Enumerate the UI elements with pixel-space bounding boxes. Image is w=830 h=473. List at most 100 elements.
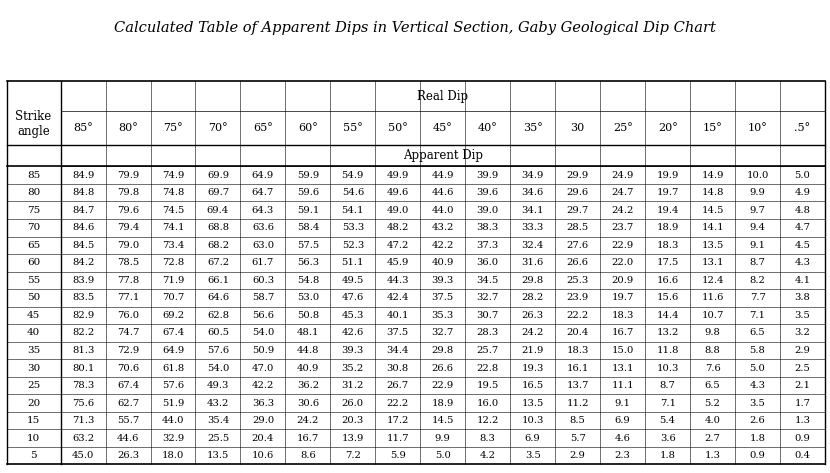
Text: Real Dip: Real Dip (417, 90, 468, 103)
Text: 51.9: 51.9 (162, 399, 184, 408)
Text: 14.5: 14.5 (432, 416, 454, 425)
Text: 35.2: 35.2 (342, 364, 364, 373)
Text: 74.7: 74.7 (117, 328, 139, 337)
Text: 68.8: 68.8 (207, 223, 229, 232)
Text: 11.8: 11.8 (657, 346, 679, 355)
Text: 82.9: 82.9 (72, 311, 94, 320)
Text: 13.1: 13.1 (612, 364, 634, 373)
Text: 43.2: 43.2 (432, 223, 454, 232)
Text: 79.6: 79.6 (117, 206, 139, 215)
Text: 81.3: 81.3 (72, 346, 95, 355)
Text: 10.6: 10.6 (251, 451, 274, 460)
Text: 57.6: 57.6 (162, 381, 184, 390)
Text: 13.5: 13.5 (701, 241, 724, 250)
Text: 28.3: 28.3 (476, 328, 499, 337)
Text: 3.5: 3.5 (749, 399, 765, 408)
Text: 75: 75 (27, 206, 40, 215)
Text: 49.5: 49.5 (342, 276, 364, 285)
Text: 44.6: 44.6 (432, 188, 454, 197)
Text: 4.7: 4.7 (794, 223, 811, 232)
Text: 53.0: 53.0 (297, 293, 319, 302)
Text: 11.6: 11.6 (701, 293, 724, 302)
Text: 18.9: 18.9 (657, 223, 679, 232)
Text: 64.9: 64.9 (162, 346, 184, 355)
Text: 69.4: 69.4 (207, 206, 229, 215)
Text: 4.1: 4.1 (794, 276, 811, 285)
Text: 72.9: 72.9 (117, 346, 139, 355)
Text: 1.8: 1.8 (660, 451, 676, 460)
Text: 13.5: 13.5 (207, 451, 229, 460)
Text: 38.3: 38.3 (476, 223, 499, 232)
Text: 35: 35 (27, 346, 40, 355)
Text: 69.2: 69.2 (162, 311, 184, 320)
Text: 7.6: 7.6 (705, 364, 720, 373)
Text: 67.4: 67.4 (162, 328, 184, 337)
Text: 6.5: 6.5 (705, 381, 720, 390)
Text: 2.6: 2.6 (749, 416, 765, 425)
Text: 79.0: 79.0 (117, 241, 139, 250)
Text: 10.0: 10.0 (746, 171, 769, 180)
Text: 49.0: 49.0 (387, 206, 409, 215)
Text: 84.9: 84.9 (72, 171, 95, 180)
Text: 34.9: 34.9 (521, 171, 544, 180)
Text: 25.7: 25.7 (476, 346, 499, 355)
Text: 59.1: 59.1 (296, 206, 319, 215)
Text: 42.2: 42.2 (432, 241, 454, 250)
Text: 1.7: 1.7 (794, 399, 811, 408)
Text: 19.7: 19.7 (657, 188, 679, 197)
Text: 16.7: 16.7 (297, 434, 319, 443)
Text: 25: 25 (27, 381, 40, 390)
Text: 20.9: 20.9 (612, 276, 634, 285)
Text: 30.8: 30.8 (387, 364, 409, 373)
Text: 8.3: 8.3 (480, 434, 496, 443)
Text: 3.8: 3.8 (794, 293, 810, 302)
Text: 70: 70 (27, 223, 40, 232)
Text: 79.9: 79.9 (117, 171, 139, 180)
Text: 3.2: 3.2 (794, 328, 810, 337)
Text: 26.3: 26.3 (522, 311, 544, 320)
Text: 48.1: 48.1 (296, 328, 320, 337)
Text: 26.6: 26.6 (432, 364, 454, 373)
Text: 70.6: 70.6 (117, 364, 139, 373)
Text: 20.3: 20.3 (342, 416, 364, 425)
Text: 32.4: 32.4 (521, 241, 544, 250)
Text: 45°: 45° (433, 123, 452, 133)
Text: 14.5: 14.5 (701, 206, 724, 215)
Text: 24.2: 24.2 (296, 416, 319, 425)
Text: 36.0: 36.0 (476, 258, 499, 267)
Text: 85°: 85° (73, 123, 93, 133)
Text: 40.9: 40.9 (296, 364, 319, 373)
Text: 5.8: 5.8 (749, 346, 765, 355)
Text: 28.2: 28.2 (521, 293, 544, 302)
Text: 76.0: 76.0 (117, 311, 139, 320)
Text: 4.5: 4.5 (794, 241, 811, 250)
Text: 54.9: 54.9 (342, 171, 364, 180)
Text: 19.5: 19.5 (476, 381, 499, 390)
Text: 2.1: 2.1 (794, 381, 811, 390)
Text: 50°: 50° (388, 123, 408, 133)
Text: Strike
angle: Strike angle (16, 110, 51, 138)
Text: 47.0: 47.0 (251, 364, 274, 373)
Text: 45.3: 45.3 (342, 311, 364, 320)
Text: 79.8: 79.8 (117, 188, 139, 197)
Text: 14.8: 14.8 (701, 188, 724, 197)
Text: 19.3: 19.3 (521, 364, 544, 373)
Text: 13.2: 13.2 (657, 328, 679, 337)
Text: 39.0: 39.0 (476, 206, 499, 215)
Text: 60: 60 (27, 258, 40, 267)
Text: 20.4: 20.4 (567, 328, 589, 337)
Text: 60.3: 60.3 (251, 276, 274, 285)
Text: 79.4: 79.4 (117, 223, 139, 232)
Text: 19.9: 19.9 (657, 171, 679, 180)
Text: 74.9: 74.9 (162, 171, 184, 180)
Text: 6.9: 6.9 (525, 434, 540, 443)
Text: 59.9: 59.9 (297, 171, 319, 180)
Text: 5.9: 5.9 (390, 451, 406, 460)
Text: 26.0: 26.0 (342, 399, 364, 408)
Text: 29.7: 29.7 (567, 206, 588, 215)
Text: 74.5: 74.5 (162, 206, 184, 215)
Text: 49.3: 49.3 (207, 381, 229, 390)
Text: 32.7: 32.7 (432, 328, 454, 337)
Text: 74.1: 74.1 (162, 223, 184, 232)
Text: 10: 10 (27, 434, 40, 443)
